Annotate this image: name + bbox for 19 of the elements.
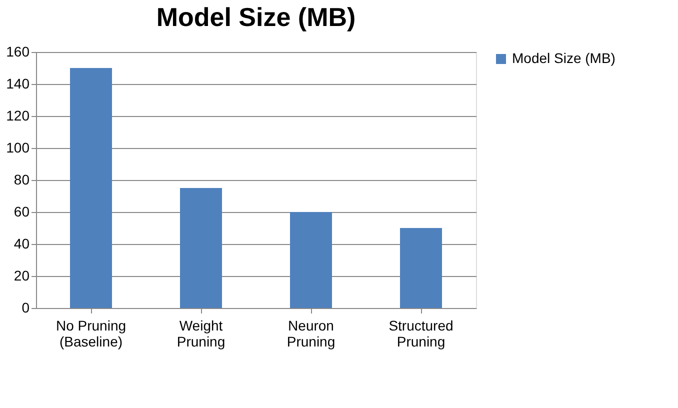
y-tick-label: 40 — [14, 236, 30, 252]
x-tick-label: Structured Pruning — [388, 318, 454, 350]
y-tick-label: 0 — [22, 300, 30, 316]
bar — [400, 228, 442, 308]
y-tick-label: 120 — [6, 108, 30, 124]
x-tick-label: Weight Pruning — [176, 318, 226, 350]
y-tick-label: 20 — [14, 268, 30, 284]
legend-label: Model Size (MB) — [512, 50, 616, 66]
y-tick-label: 160 — [6, 44, 30, 60]
x-tick-label: No Pruning (Baseline) — [56, 318, 126, 350]
y-tick-label: 60 — [14, 204, 30, 220]
y-tick-label: 100 — [6, 140, 30, 156]
bar — [290, 212, 332, 308]
bar — [180, 188, 222, 308]
y-tick-label: 140 — [6, 76, 30, 92]
bar — [70, 68, 112, 308]
x-tick-label: Neuron Pruning — [286, 318, 336, 350]
y-tick-label: 80 — [14, 172, 30, 188]
chart-title: Model Size (MB) — [156, 2, 356, 32]
